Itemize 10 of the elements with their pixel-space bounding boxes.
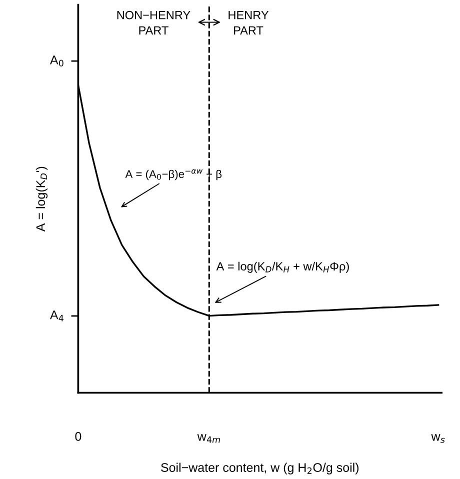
x-tick-label: w$_{4m}$	[197, 434, 220, 443]
x-tick-label: 0	[75, 432, 82, 441]
text: HENRY PART	[228, 11, 269, 34]
y-axis-title: A = log(K$_{D}$')	[36, 166, 48, 232]
text: A$_{0}$	[50, 56, 64, 66]
text: NON−HENRY PART	[117, 10, 190, 34]
x-tick-label: w$_{s}$	[431, 434, 445, 443]
annotation: A = log(K$_{D}$/K$_{H}$ + w/K$_{H}$Φρ)	[216, 262, 349, 273]
x-axis-title: Soil−water content, w (g H$_{2}$O/g soil)	[161, 462, 358, 474]
text: A$_{4}$	[50, 310, 64, 322]
